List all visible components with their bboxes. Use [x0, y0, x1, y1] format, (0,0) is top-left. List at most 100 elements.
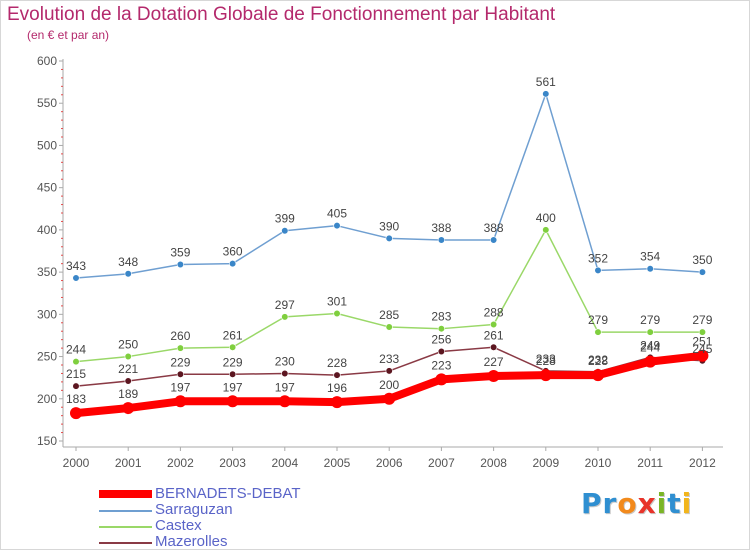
data-label: 249	[640, 338, 660, 352]
data-point	[333, 309, 341, 318]
data-label: 233	[379, 352, 399, 366]
data-point	[385, 367, 393, 375]
y-tick-label: 500	[37, 138, 57, 152]
y-tick-label: 350	[37, 265, 57, 279]
data-point	[333, 371, 341, 379]
data-label: 400	[536, 211, 556, 225]
data-label: 228	[536, 354, 556, 368]
data-point	[594, 328, 602, 336]
data-point	[592, 369, 604, 382]
data-point	[229, 260, 237, 268]
data-label: 561	[536, 75, 556, 89]
data-point	[383, 392, 396, 405]
x-tick-label: 2011	[637, 456, 663, 470]
y-tick-label: 400	[37, 223, 57, 237]
x-tick-label: 2010	[585, 456, 612, 470]
legend-label: Mazerolles	[155, 533, 228, 550]
data-point	[594, 266, 602, 275]
data-label: 261	[223, 328, 243, 342]
data-label: 200	[379, 378, 399, 392]
data-label: 301	[327, 294, 347, 308]
data-label: 260	[170, 329, 190, 343]
proxiti-logo: Proxiti	[581, 487, 693, 520]
data-label: 348	[118, 255, 138, 269]
legend-swatch	[99, 526, 152, 528]
y-tick-label: 150	[37, 434, 57, 448]
data-point	[490, 320, 498, 329]
data-label: 279	[692, 313, 712, 327]
data-label: 183	[66, 392, 86, 406]
data-label: 196	[327, 381, 347, 395]
data-label: 223	[431, 358, 451, 372]
y-tick-label: 600	[37, 54, 57, 68]
y-tick-label: 200	[37, 392, 57, 406]
data-point	[644, 355, 657, 368]
data-point	[646, 328, 654, 336]
data-label: 251	[692, 335, 712, 349]
data-point	[122, 402, 135, 415]
data-label: 279	[640, 313, 660, 327]
data-label: 244	[66, 343, 86, 357]
plot-area	[70, 90, 709, 420]
data-label: 297	[275, 298, 295, 312]
x-tick-label: 2009	[532, 456, 559, 470]
data-point	[72, 382, 80, 390]
x-tick-label: 2005	[324, 456, 351, 470]
y-tick-label: 300	[37, 307, 57, 321]
data-point	[229, 343, 237, 351]
data-label: 228	[327, 356, 347, 370]
x-tick-label: 2003	[219, 456, 246, 470]
legend-label: Castex	[155, 517, 202, 534]
data-label: 288	[484, 305, 504, 319]
legend-label: Sarraguzan	[155, 501, 233, 518]
data-label: 197	[275, 380, 295, 394]
data-point	[174, 395, 187, 408]
data-label: 261	[484, 328, 504, 342]
data-point	[487, 369, 500, 382]
data-label: 229	[223, 355, 243, 369]
data-point	[176, 370, 184, 378]
data-point	[278, 395, 291, 408]
legend-swatch	[99, 542, 152, 544]
data-point	[542, 226, 550, 234]
data-point	[437, 347, 446, 356]
data-label: 390	[379, 219, 399, 233]
data-point	[385, 234, 393, 242]
data-point	[333, 222, 341, 230]
data-point	[281, 313, 289, 321]
data-point	[698, 268, 707, 276]
line-chart: 150 200 250 300 350 400 450 500 550 600 2000 2001 20…	[37, 54, 723, 470]
data-label: 285	[379, 308, 399, 322]
x-tick-label: 2001	[115, 456, 142, 470]
data-point	[176, 260, 184, 269]
data-point	[331, 396, 343, 409]
x-tick-label: 2008	[480, 456, 507, 470]
data-label: 228	[588, 354, 608, 368]
data-label: 197	[170, 380, 190, 394]
data-label: 279	[588, 313, 608, 327]
data-label: 354	[640, 250, 660, 264]
data-point	[490, 236, 498, 244]
data-label: 343	[66, 259, 86, 273]
data-label: 221	[118, 362, 138, 376]
data-point	[124, 270, 132, 278]
legend-label: BERNADETS-DEBAT	[155, 485, 301, 502]
legend-swatch	[99, 510, 152, 512]
data-label: 405	[327, 207, 347, 221]
x-tick-label: 2006	[376, 456, 403, 470]
data-label: 352	[588, 251, 608, 265]
x-tick-label: 2000	[63, 456, 90, 470]
data-label: 197	[223, 380, 243, 394]
data-point	[542, 90, 550, 98]
data-label: 244	[640, 341, 660, 355]
data-label: 227	[484, 355, 504, 369]
data-label: 399	[275, 212, 295, 226]
data-point	[539, 369, 552, 382]
y-tick-label: 550	[37, 96, 57, 110]
data-point	[435, 373, 448, 386]
data-label: 230	[275, 354, 295, 368]
data-label: 388	[484, 221, 504, 235]
data-label: 233	[536, 352, 556, 366]
data-label: 250	[118, 338, 138, 352]
